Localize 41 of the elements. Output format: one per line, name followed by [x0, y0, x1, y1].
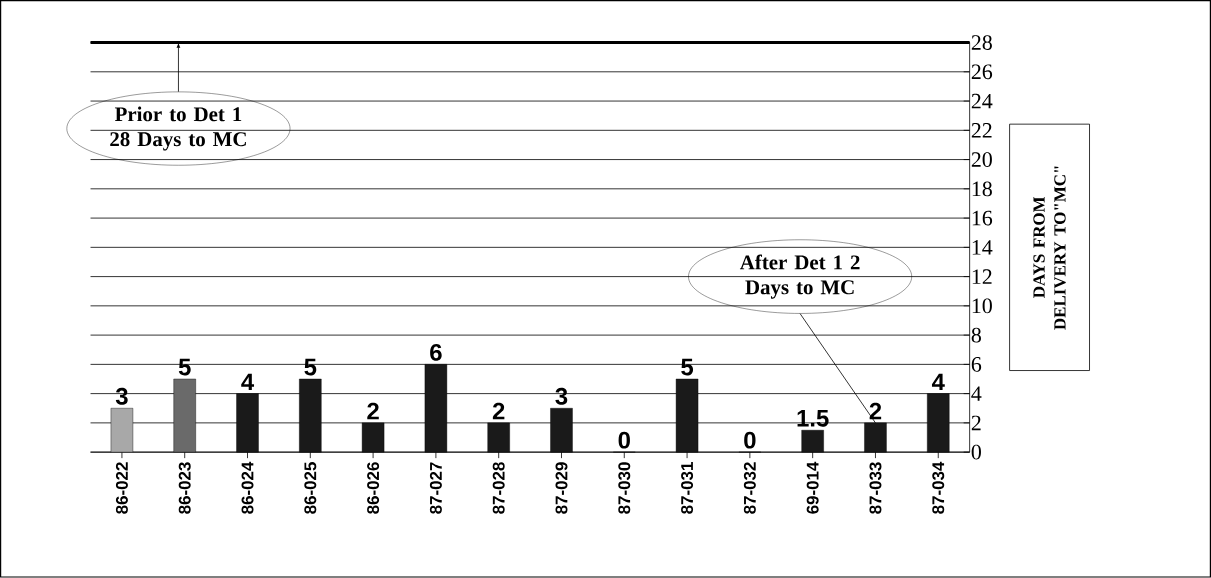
x-tick-label: 86-022	[115, 462, 128, 514]
x-tick-label: 87-030	[618, 462, 631, 514]
data-label: 2	[367, 402, 379, 420]
y-tick-label: 6	[971, 357, 982, 372]
x-tick-label: 87-028	[492, 462, 505, 514]
x-tick-label: 86-025	[304, 462, 317, 514]
data-label: 2	[869, 402, 882, 420]
data-label: 0	[744, 431, 756, 449]
y-tick-label: 2	[971, 415, 981, 431]
y-tick-label: 22	[971, 123, 992, 138]
y-tick-label: 26	[971, 64, 993, 80]
y-tick-label: 0	[971, 444, 981, 460]
x-tick-label: 87-031	[681, 462, 694, 514]
y-tick-label: 10	[972, 298, 992, 314]
y-tick-label: 14	[972, 240, 993, 255]
y-tick-label: 16	[972, 210, 993, 226]
y-tick-label: 18	[972, 181, 992, 197]
y-axis-title: DAYS FROM DELIVERY TO"MC"	[1033, 166, 1066, 330]
y-tick-label: 8	[971, 327, 981, 343]
y-tick-label: 28	[971, 35, 992, 51]
x-tick-label: 86-026	[367, 462, 380, 514]
data-label: 2	[492, 402, 505, 420]
x-tick-label: 87-033	[869, 462, 882, 514]
y-tick-label: 24	[971, 93, 993, 109]
data-label: 4	[241, 373, 255, 391]
x-tick-label: 87-027	[429, 462, 442, 514]
data-label: 1.5	[797, 410, 829, 427]
x-tick-label: 87-032	[743, 462, 756, 514]
y-tick-label: 20	[971, 152, 992, 168]
x-tick-label: 86-024	[241, 461, 254, 514]
x-tick-label: 87-034	[932, 461, 945, 514]
y-tick-label: 4	[971, 386, 982, 402]
data-label: 0	[618, 431, 630, 449]
x-tick-label: 69-014	[806, 461, 819, 514]
data-label: 4	[931, 373, 945, 391]
x-tick-label: 87-029	[555, 462, 568, 514]
annotation: Prior to Det 1 28 Days to MC	[110, 106, 246, 151]
y-tick-label: 12	[972, 269, 992, 285]
data-label: 6	[430, 344, 442, 362]
x-tick-label: 86-023	[178, 462, 191, 514]
annotation: After Det 1 2 Days to MC	[739, 254, 860, 299]
